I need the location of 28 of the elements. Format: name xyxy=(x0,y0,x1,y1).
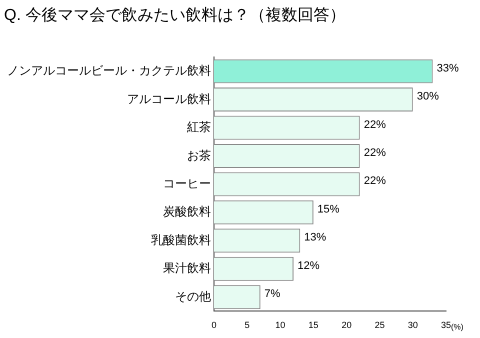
y-tick-label: 炭酸飲料 xyxy=(163,204,211,219)
y-tick-label: 果汁飲料 xyxy=(163,261,211,276)
x-tick-label: 15 xyxy=(308,320,318,330)
x-tick-label: 35 xyxy=(440,320,452,330)
data-label: 33% xyxy=(436,62,459,74)
y-tick-label: 紅茶 xyxy=(187,120,211,134)
data-label: 15% xyxy=(317,203,340,216)
chart-title: Q. 今後ママ会で飲みたい飲料は？（複数回答） xyxy=(4,6,346,24)
x-tick-label: 20 xyxy=(342,320,352,330)
y-tick-label: ノンアルコールビール・カクテル飲料 xyxy=(7,64,211,78)
data-label: 7% xyxy=(264,288,281,300)
data-label: 13% xyxy=(304,232,326,244)
y-tick-label: アルコール飲料 xyxy=(127,92,211,106)
y-tick-label: その他 xyxy=(175,289,211,304)
x-tick-label: 10 xyxy=(275,320,286,330)
data-label: 22% xyxy=(364,118,386,131)
data-label: 12% xyxy=(298,260,320,272)
data-label: 22% xyxy=(364,147,386,160)
data-label: 30% xyxy=(416,90,440,103)
x-tick-label: 25 xyxy=(374,320,385,330)
x-tick-label: 5 xyxy=(244,320,250,330)
y-tick-label: お茶 xyxy=(187,148,211,162)
x-axis-title: (%) xyxy=(451,322,464,332)
y-tick-label: 乳酸菌飲料 xyxy=(151,232,211,247)
y-tick-label: コーヒー xyxy=(163,176,211,191)
x-tick-label: 30 xyxy=(408,320,418,330)
data-label: 22% xyxy=(364,175,386,188)
x-tick-label: 0 xyxy=(211,320,217,330)
